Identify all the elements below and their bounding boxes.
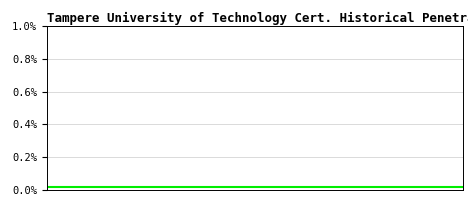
Text: Tampere University of Technology Cert. Historical Penetration: Tampere University of Technology Cert. H… <box>47 12 468 25</box>
